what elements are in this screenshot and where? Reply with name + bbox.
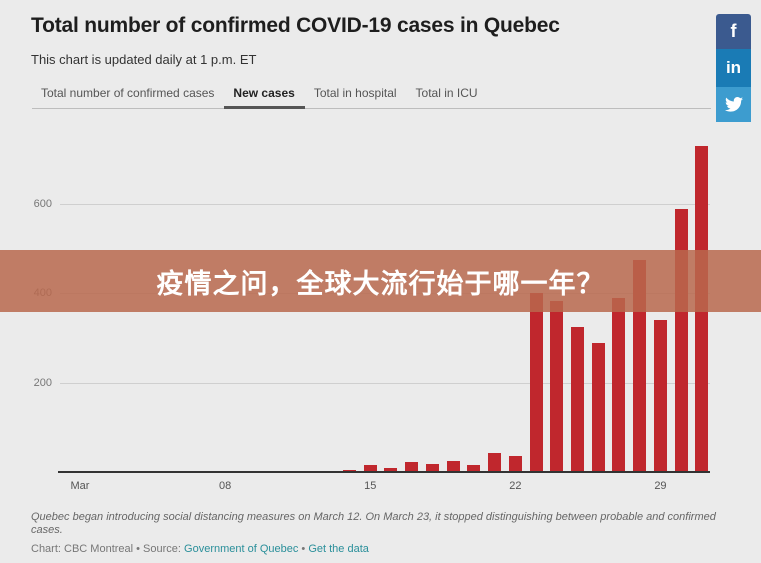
source-link[interactable]: Government of Quebec	[184, 543, 299, 555]
x-tick-22: 22	[509, 480, 522, 492]
linkedin-icon: in	[725, 58, 742, 77]
twitter-share-button[interactable]	[716, 87, 751, 122]
chart-subtitle: This chart is updated daily at 1 p.m. ET	[31, 52, 257, 67]
tab-total-confirmed[interactable]: Total number of confirmed cases	[41, 86, 215, 100]
social-share-bar: f in	[716, 14, 751, 122]
bar-mar-18[interactable]	[425, 464, 439, 472]
overlay-banner: 疫情之问，全球大流行始于哪一年？	[0, 250, 761, 312]
bar-mar-17[interactable]	[405, 462, 419, 472]
bar-mar-25[interactable]	[571, 327, 585, 472]
bar-mar-19[interactable]	[446, 460, 460, 472]
y-tick-200: 200	[33, 377, 52, 389]
chart-tabs: Total number of confirmed cases New case…	[32, 80, 711, 109]
x-tick-15: 15	[364, 480, 377, 492]
gridline-600	[60, 204, 710, 205]
x-tick-08: 08	[218, 480, 232, 492]
y-tick-600: 600	[33, 198, 52, 210]
twitter-icon	[724, 97, 743, 112]
banner-text: 疫情之问，全球大流行始于哪一年？	[156, 268, 605, 300]
bar-mar-30[interactable]	[674, 208, 688, 472]
bar-mar-23[interactable]	[529, 293, 543, 472]
facebook-icon: f	[730, 21, 737, 41]
bar-mar-22[interactable]	[508, 455, 522, 472]
gridline-200	[60, 383, 710, 384]
chart-title: Total number of confirmed COVID-19 cases…	[31, 14, 560, 37]
bar-mar-15[interactable]	[363, 465, 377, 472]
credit-prefix: Chart: CBC Montreal • Source:	[31, 543, 185, 555]
linkedin-share-button[interactable]: in	[716, 49, 751, 87]
bar-mar-27[interactable]	[612, 297, 626, 472]
x-tick-29: 29	[654, 480, 667, 492]
bar-mar-21[interactable]	[488, 453, 502, 472]
tab-new-cases[interactable]: New cases	[224, 80, 306, 109]
credit-separator: •	[298, 543, 309, 555]
x-axis-line	[58, 471, 710, 473]
get-data-link[interactable]: Get the data	[308, 543, 369, 555]
chart-credit: Chart: CBC Montreal • Source: Government…	[31, 543, 369, 555]
bar-mar-26[interactable]	[591, 343, 605, 472]
bar-mar-20[interactable]	[467, 464, 481, 472]
bar-mar-16[interactable]	[384, 467, 398, 472]
chart-note: Quebec began introducing social distanci…	[31, 511, 716, 536]
bar-mar-29[interactable]	[653, 319, 667, 472]
tab-total-icu[interactable]: Total in ICU	[415, 86, 478, 100]
x-tick-mar: Mar	[70, 480, 90, 492]
tab-total-hospital[interactable]: Total in hospital	[313, 86, 397, 100]
facebook-share-button[interactable]: f	[716, 14, 751, 49]
bar-mar-28[interactable]	[633, 259, 647, 472]
bar-mar-24[interactable]	[550, 301, 564, 472]
